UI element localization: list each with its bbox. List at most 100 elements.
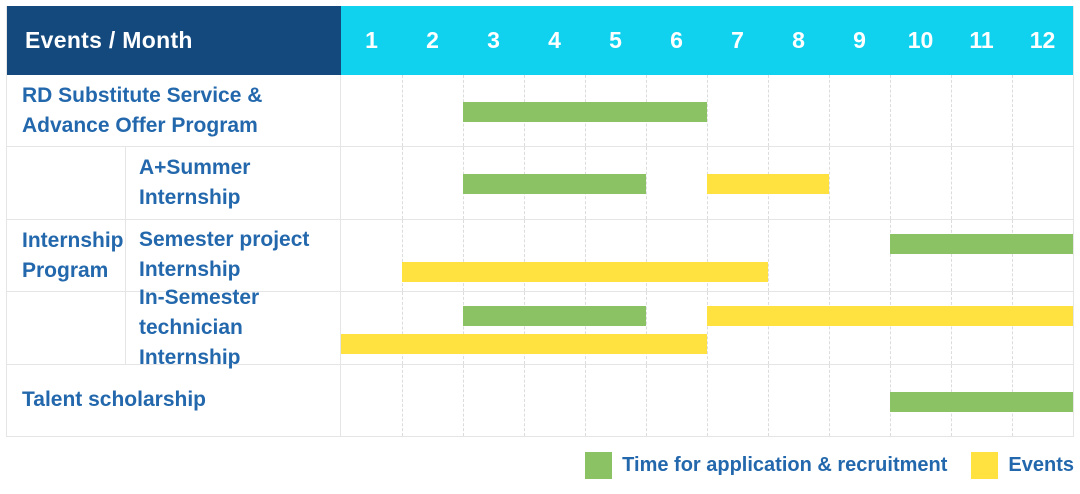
row-label-a-plus-summer-internship: A+Summer Internship [125, 147, 341, 219]
month-gridline [402, 219, 403, 292]
bar-application [463, 174, 646, 195]
row-chart-rd-substitute-service [341, 75, 1073, 147]
table-row-in-semester-technician-internship: In-Semester technician Internship [7, 286, 1073, 369]
header-row: Events / Month 1 2 3 4 5 6 7 8 9 10 11 1… [7, 6, 1073, 75]
month-gridline [768, 364, 769, 436]
row-label-line: RD Substitute Service & [22, 83, 263, 107]
row-label-line: Semester project [139, 228, 310, 252]
group-label-line: Internship [22, 228, 124, 252]
table-row-a-plus-summer-internship: A+Summer Internship [7, 147, 1073, 220]
month-header-11: 11 [969, 27, 994, 53]
row-chart-talent-scholarship [341, 364, 1073, 436]
month-gridline [768, 75, 769, 147]
events-month-header-label: Events / Month [25, 27, 193, 53]
month-gridline [890, 147, 891, 219]
month-header-10: 10 [907, 27, 934, 53]
row-label-talent-scholarship: Talent scholarship [7, 364, 341, 436]
row-label-line: technician Internship [139, 315, 243, 369]
gantt-table: Events / Month 1 2 3 4 5 6 7 8 9 10 11 1… [6, 6, 1074, 437]
legend: Time for application & recruitment Event… [585, 452, 1074, 479]
month-gridline [829, 75, 830, 147]
row-label-rd-substitute-service: RD Substitute Service & Advance Offer Pr… [7, 75, 341, 147]
month-gridline [402, 364, 403, 436]
row-chart-semester-project-internship [341, 219, 1073, 292]
events-color-swatch [971, 452, 999, 479]
group-cell-internship-program: Internship Program [7, 147, 125, 364]
bar-application [463, 306, 646, 327]
month-gridline [829, 292, 830, 364]
month-gridline [951, 219, 952, 292]
events-month-header-cell: Events / Month [7, 6, 341, 75]
month-gridline [890, 292, 891, 364]
month-header-1: 1 [365, 27, 378, 53]
table-row-rd-substitute-service: RD Substitute Service & Advance Offer Pr… [7, 75, 1073, 148]
month-gridline [951, 292, 952, 364]
row-label-line: Internship [139, 258, 241, 282]
month-gridline [768, 219, 769, 292]
month-header-12: 12 [1029, 27, 1056, 53]
month-header-2: 2 [426, 27, 439, 53]
month-header-3: 3 [487, 27, 500, 53]
month-gridline [1012, 75, 1013, 147]
month-gridline [646, 292, 647, 364]
month-header-9: 9 [853, 27, 866, 53]
month-gridline [707, 364, 708, 436]
month-gridline [524, 364, 525, 436]
bar-event [341, 334, 707, 355]
row-chart-in-semester-technician-internship [341, 292, 1073, 364]
row-label-semester-project-internship: Semester project Internship [125, 219, 341, 292]
application-color-swatch [585, 452, 613, 479]
month-gridline [585, 219, 586, 292]
month-header-6: 6 [670, 27, 683, 53]
month-gridline [402, 147, 403, 219]
legend-item-events: Events [971, 452, 1074, 479]
month-gridline [890, 219, 891, 292]
month-gridline [707, 75, 708, 147]
bar-event [707, 174, 829, 195]
month-gridline [829, 219, 830, 292]
bar-application [890, 391, 1073, 412]
month-gridline [646, 219, 647, 292]
month-gridline [829, 364, 830, 436]
month-gridline [951, 75, 952, 147]
table-row-talent-scholarship: Talent scholarship [7, 364, 1073, 437]
month-gridline [951, 147, 952, 219]
month-gridline [585, 364, 586, 436]
month-gridline [829, 147, 830, 219]
row-label-line: Internship [139, 186, 241, 210]
month-gridline [707, 219, 708, 292]
month-gridline [646, 364, 647, 436]
month-gridline [463, 364, 464, 436]
row-label-in-semester-technician-internship: In-Semester technician Internship [125, 286, 341, 369]
month-header-4: 4 [548, 27, 561, 53]
month-gridline [890, 75, 891, 147]
month-gridline [707, 292, 708, 364]
bar-event [402, 261, 768, 282]
month-gridline [402, 292, 403, 364]
table-row-semester-project-internship: Semester project Internship [7, 219, 1073, 293]
month-header-8: 8 [792, 27, 805, 53]
legend-label-application: Time for application & recruitment [622, 454, 948, 476]
month-gridline [1012, 292, 1013, 364]
month-gridline [524, 219, 525, 292]
bar-application [463, 102, 707, 122]
row-label-line: In-Semester [139, 285, 260, 309]
group-label-line: Program [22, 258, 109, 282]
row-label-line: A+Summer [139, 156, 251, 180]
month-header-band: 1 2 3 4 5 6 7 8 9 10 11 12 [341, 6, 1073, 75]
table-body: Internship Program RD Substitute Service… [7, 75, 1073, 437]
legend-label-events: Events [1008, 454, 1074, 476]
bar-event [707, 306, 1073, 327]
month-gridline [1012, 147, 1013, 219]
row-chart-a-plus-summer-internship [341, 147, 1073, 219]
month-header-7: 7 [731, 27, 744, 53]
month-gridline [524, 292, 525, 364]
month-gridline [646, 147, 647, 219]
month-gridline [402, 75, 403, 147]
row-label-line: Advance Offer Program [22, 113, 258, 137]
legend-item-application: Time for application & recruitment [585, 452, 947, 479]
month-gridline [463, 292, 464, 364]
month-gridline [463, 219, 464, 292]
month-gridline [768, 292, 769, 364]
